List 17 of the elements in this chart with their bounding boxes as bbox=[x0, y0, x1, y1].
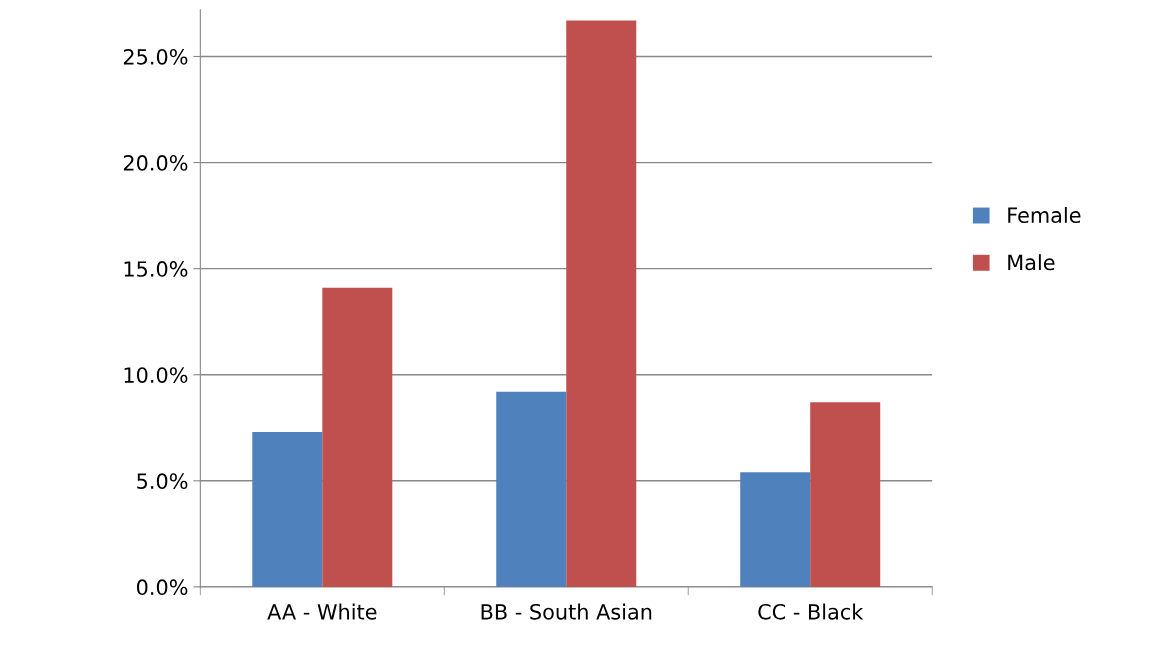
x-tick-label: BB - South Asian bbox=[481, 603, 652, 620]
bar bbox=[566, 20, 637, 587]
bar bbox=[810, 402, 881, 587]
y-tick-label: 15.0% bbox=[124, 261, 188, 277]
y-tick-label: 10.0% bbox=[124, 367, 188, 383]
legend-label: Female bbox=[1008, 206, 1081, 224]
legend-label: Male bbox=[1008, 254, 1055, 271]
bar bbox=[740, 472, 811, 587]
x-tick-label: AA - White bbox=[267, 603, 377, 620]
bar bbox=[496, 391, 567, 587]
y-tick-label: 5.0% bbox=[137, 473, 188, 490]
bar bbox=[322, 287, 393, 587]
y-tick-label: 0.0% bbox=[136, 579, 188, 596]
y-tick-label: 20.0% bbox=[123, 155, 188, 171]
y-tick-label: 25.0% bbox=[123, 48, 188, 65]
bar bbox=[252, 432, 323, 587]
x-tick-label: CC - Black bbox=[758, 603, 864, 620]
